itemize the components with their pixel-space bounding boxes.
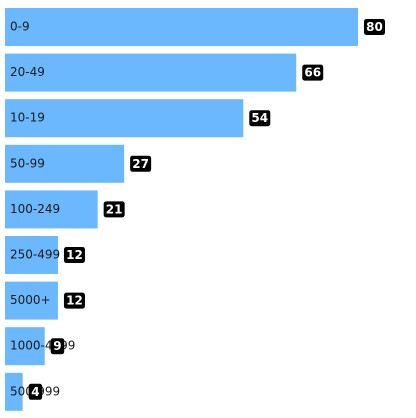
value-badge bbox=[249, 110, 271, 127]
bar-50-99 bbox=[5, 144, 125, 183]
bar-500-999 bbox=[5, 372, 23, 411]
category-label: 20-49 bbox=[10, 65, 45, 79]
bar-250-499 bbox=[5, 236, 58, 274]
value-badge bbox=[50, 338, 65, 355]
category-label: 0-9 bbox=[10, 20, 30, 34]
value-label: 21 bbox=[106, 202, 123, 216]
value-badge bbox=[103, 201, 125, 218]
category-label: 1000-4999 bbox=[10, 339, 75, 353]
value-label: 54 bbox=[251, 111, 268, 125]
bar-1000-4999 bbox=[5, 327, 45, 366]
bar-100-249 bbox=[5, 190, 98, 229]
bar-5000+ bbox=[5, 281, 58, 320]
category-label: 50-99 bbox=[10, 156, 45, 170]
category-label: 5000+ bbox=[10, 293, 51, 307]
value-badge bbox=[302, 64, 324, 81]
value-label: 12 bbox=[66, 294, 83, 308]
value-label: 66 bbox=[304, 66, 321, 80]
category-label: 250-499 bbox=[10, 248, 60, 262]
bars-group: 0-9 80 20-49 66 10-19 54 50-99 27 100-249 21 250-4… bbox=[5, 8, 385, 411]
bar-0-9 bbox=[5, 8, 358, 46]
value-label: 4 bbox=[31, 385, 39, 399]
value-label: 12 bbox=[66, 248, 83, 262]
bar-10-19 bbox=[5, 99, 244, 138]
value-label: 9 bbox=[53, 339, 61, 353]
value-badge bbox=[63, 247, 85, 263]
value-badge bbox=[28, 383, 43, 400]
category-label: 10-19 bbox=[10, 111, 45, 125]
value-label: 27 bbox=[132, 157, 149, 171]
value-badge bbox=[63, 292, 85, 309]
category-label: 100-249 bbox=[10, 202, 60, 216]
value-label: 80 bbox=[366, 20, 383, 34]
value-badge bbox=[130, 155, 152, 172]
value-badge bbox=[364, 19, 385, 35]
bar-20-49 bbox=[5, 53, 297, 92]
